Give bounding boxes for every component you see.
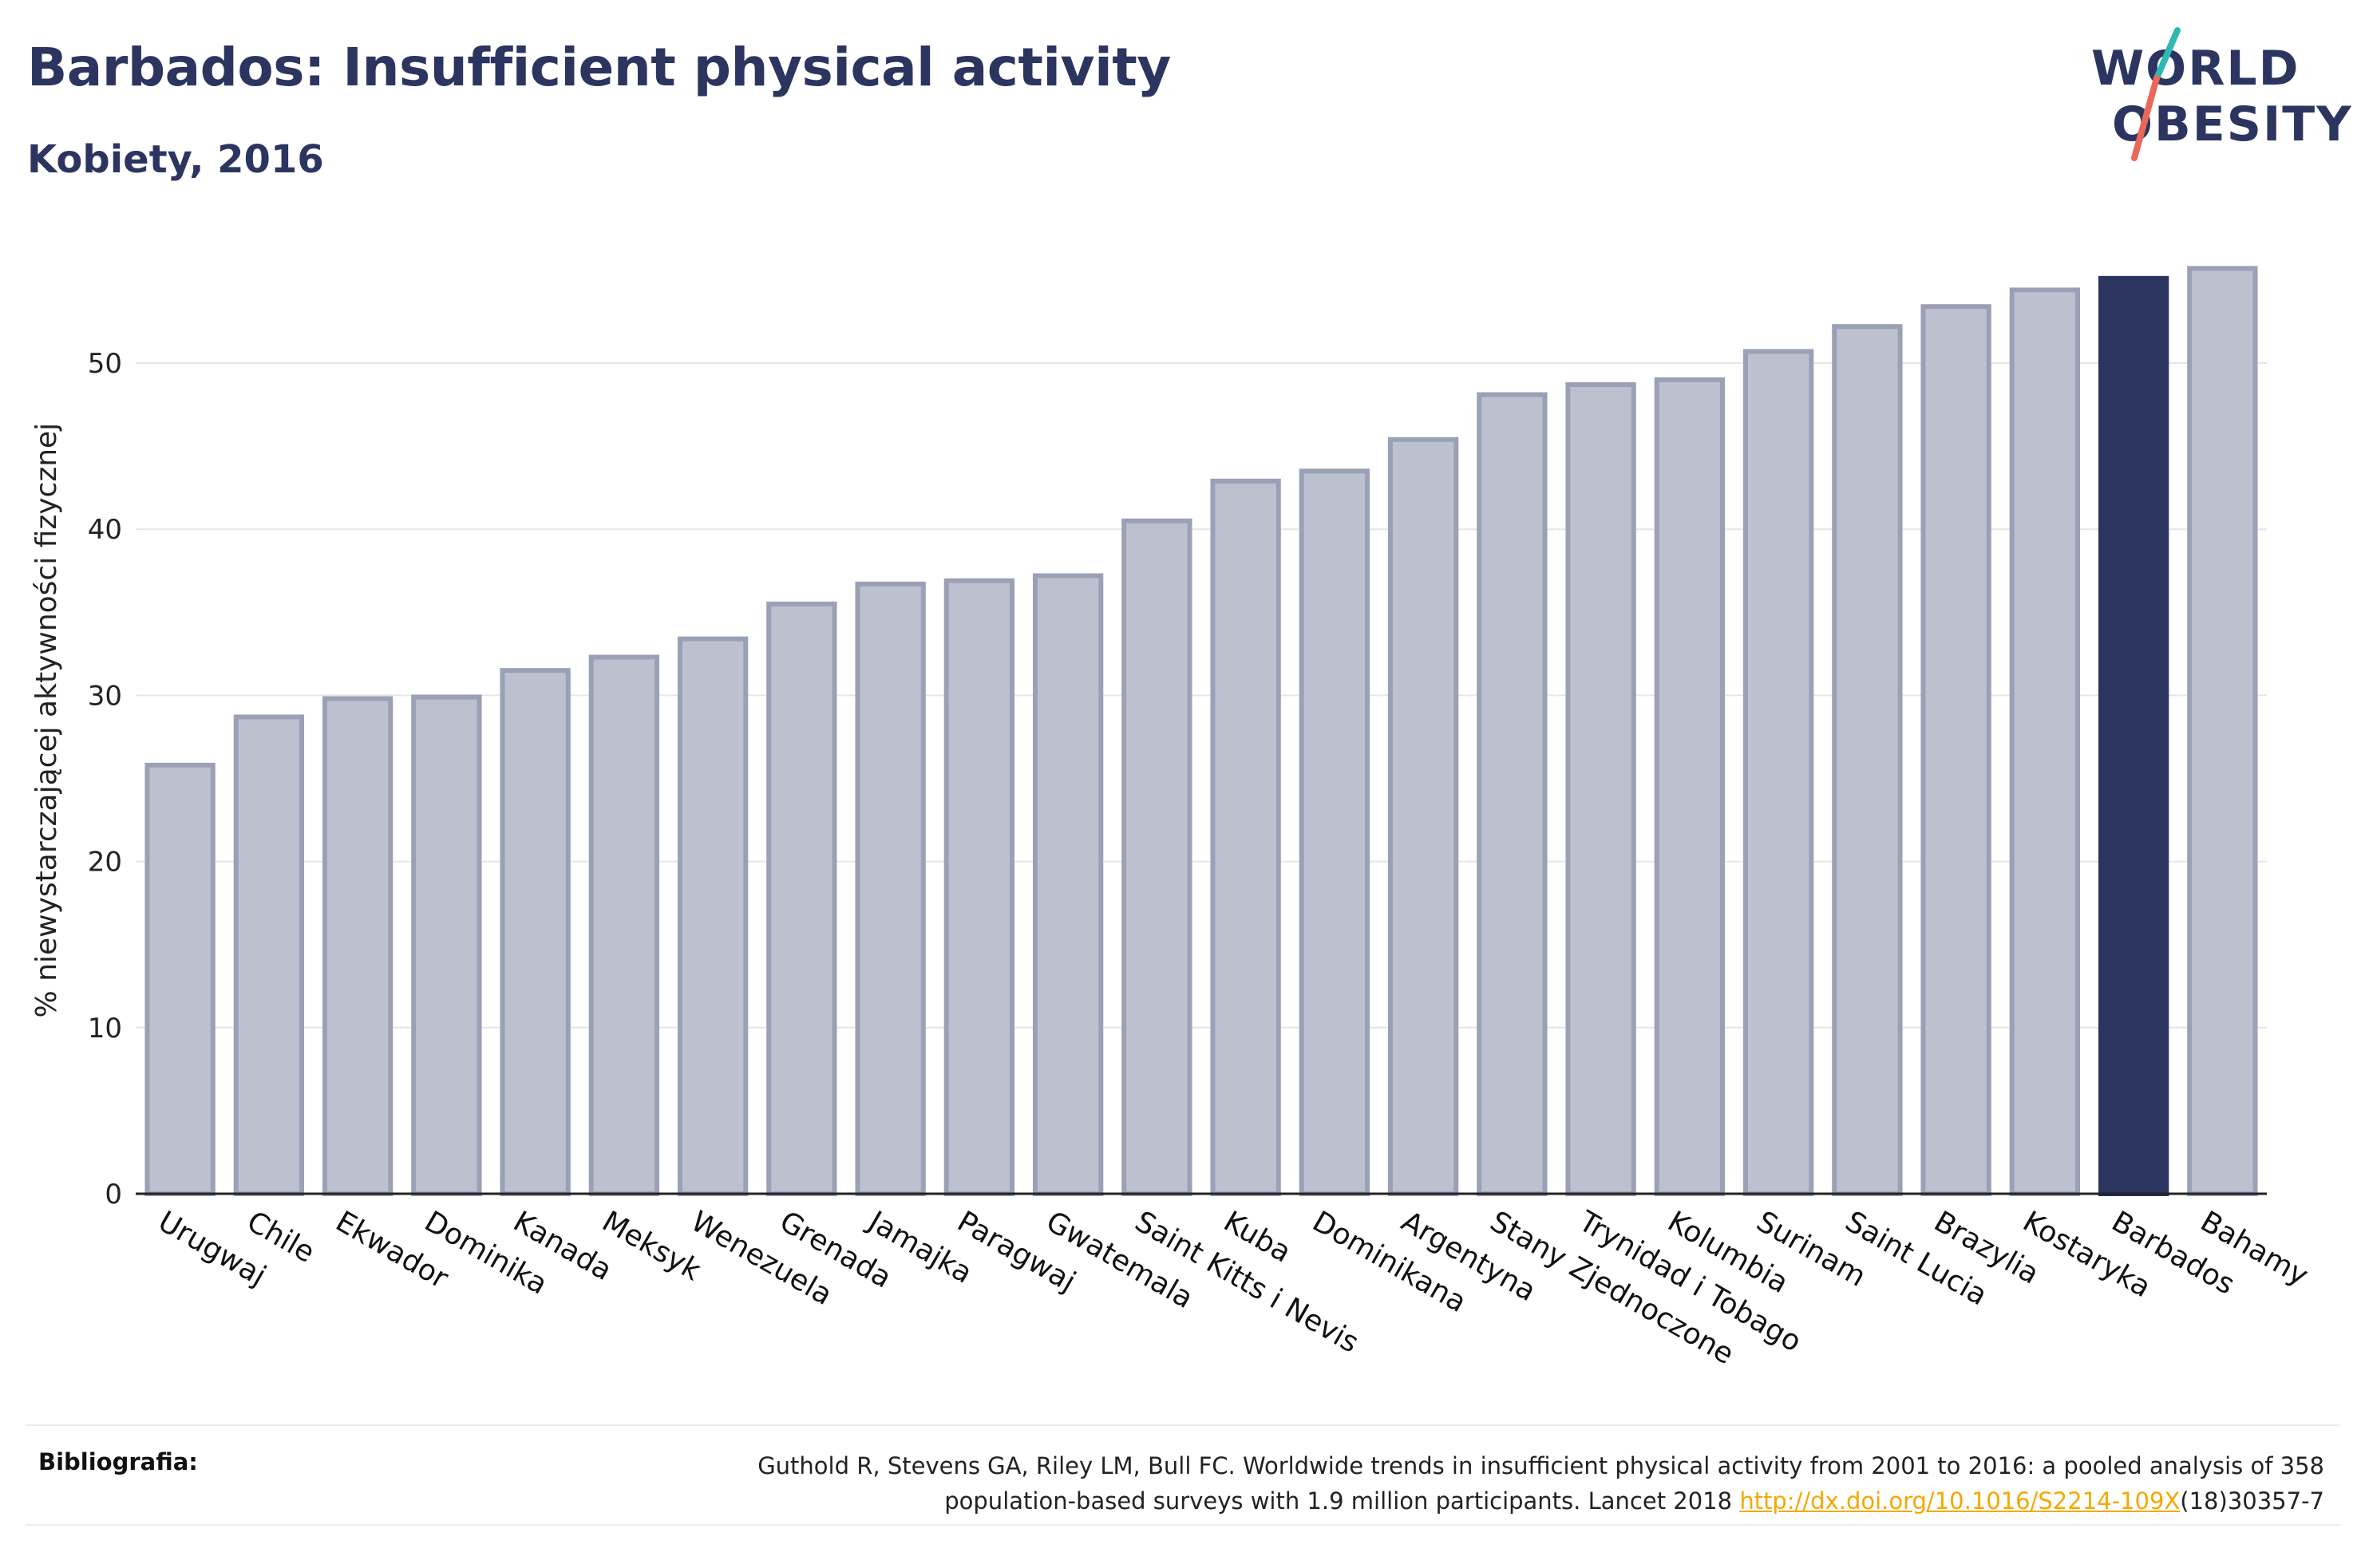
page-title: Barbados: Insufficient physical activity bbox=[27, 37, 1171, 98]
logo-line-1: WORLD bbox=[2091, 41, 2300, 97]
citation-line-2: population-based surveys with 1.9 millio… bbox=[944, 1487, 1740, 1515]
y-tick-label: 50 bbox=[88, 348, 122, 380]
x-tick-label: Meksyk bbox=[596, 1205, 706, 1287]
bar bbox=[2098, 275, 2169, 1197]
bar bbox=[1920, 304, 1991, 1196]
bar bbox=[144, 762, 216, 1196]
page-subtitle: Kobiety, 2016 bbox=[27, 137, 324, 182]
bar bbox=[1832, 324, 1903, 1196]
footer-citation: Guthold R, Stevens GA, Riley LM, Bull FC… bbox=[488, 1448, 2324, 1519]
bar bbox=[322, 696, 394, 1196]
footer-divider-top bbox=[26, 1424, 2340, 1426]
bar bbox=[500, 668, 571, 1196]
y-axis-title: % niewystarczającej aktywności fizycznej bbox=[30, 423, 63, 1018]
logo-slash-icon bbox=[2131, 27, 2181, 161]
citation-line-2-end: (18)30357-7 bbox=[2180, 1487, 2324, 1515]
bar bbox=[1565, 382, 1636, 1197]
y-tick-label: 20 bbox=[88, 847, 122, 879]
bar bbox=[1654, 377, 1726, 1196]
bar bbox=[2009, 287, 2081, 1197]
bar bbox=[1387, 436, 1459, 1197]
y-tick-label: 30 bbox=[88, 680, 122, 712]
footer-divider-bottom bbox=[26, 1524, 2340, 1526]
bar bbox=[943, 578, 1015, 1196]
bar bbox=[1121, 518, 1192, 1197]
logo-line-2: OBESITY bbox=[2112, 97, 2353, 152]
bar bbox=[233, 714, 305, 1196]
citation-line-1: Guthold R, Stevens GA, Riley LM, Bull FC… bbox=[757, 1452, 2324, 1479]
bar bbox=[411, 694, 482, 1196]
y-tick-label: 0 bbox=[105, 1179, 122, 1211]
bar bbox=[1210, 478, 1281, 1196]
bar bbox=[2187, 266, 2258, 1196]
doi-link[interactable]: http://dx.doi.org/10.1016/S2214-109X bbox=[1739, 1487, 2181, 1515]
bar bbox=[677, 636, 749, 1196]
bar-chart: 0 10 20 30 40 50 % niewystarczającej aktywnośc… bbox=[30, 266, 2314, 1371]
bar bbox=[1742, 349, 1814, 1196]
bar bbox=[1477, 392, 1548, 1197]
bar bbox=[766, 601, 837, 1196]
bar bbox=[855, 581, 926, 1196]
bar bbox=[1299, 468, 1370, 1196]
y-tick-label: 10 bbox=[88, 1013, 122, 1045]
bar bbox=[1032, 573, 1104, 1197]
footer-label: Bibliografia: bbox=[38, 1448, 198, 1475]
y-tick-label: 40 bbox=[88, 514, 122, 546]
world-obesity-logo: WORLD OBESITY bbox=[2083, 22, 2351, 166]
bar bbox=[588, 654, 660, 1196]
